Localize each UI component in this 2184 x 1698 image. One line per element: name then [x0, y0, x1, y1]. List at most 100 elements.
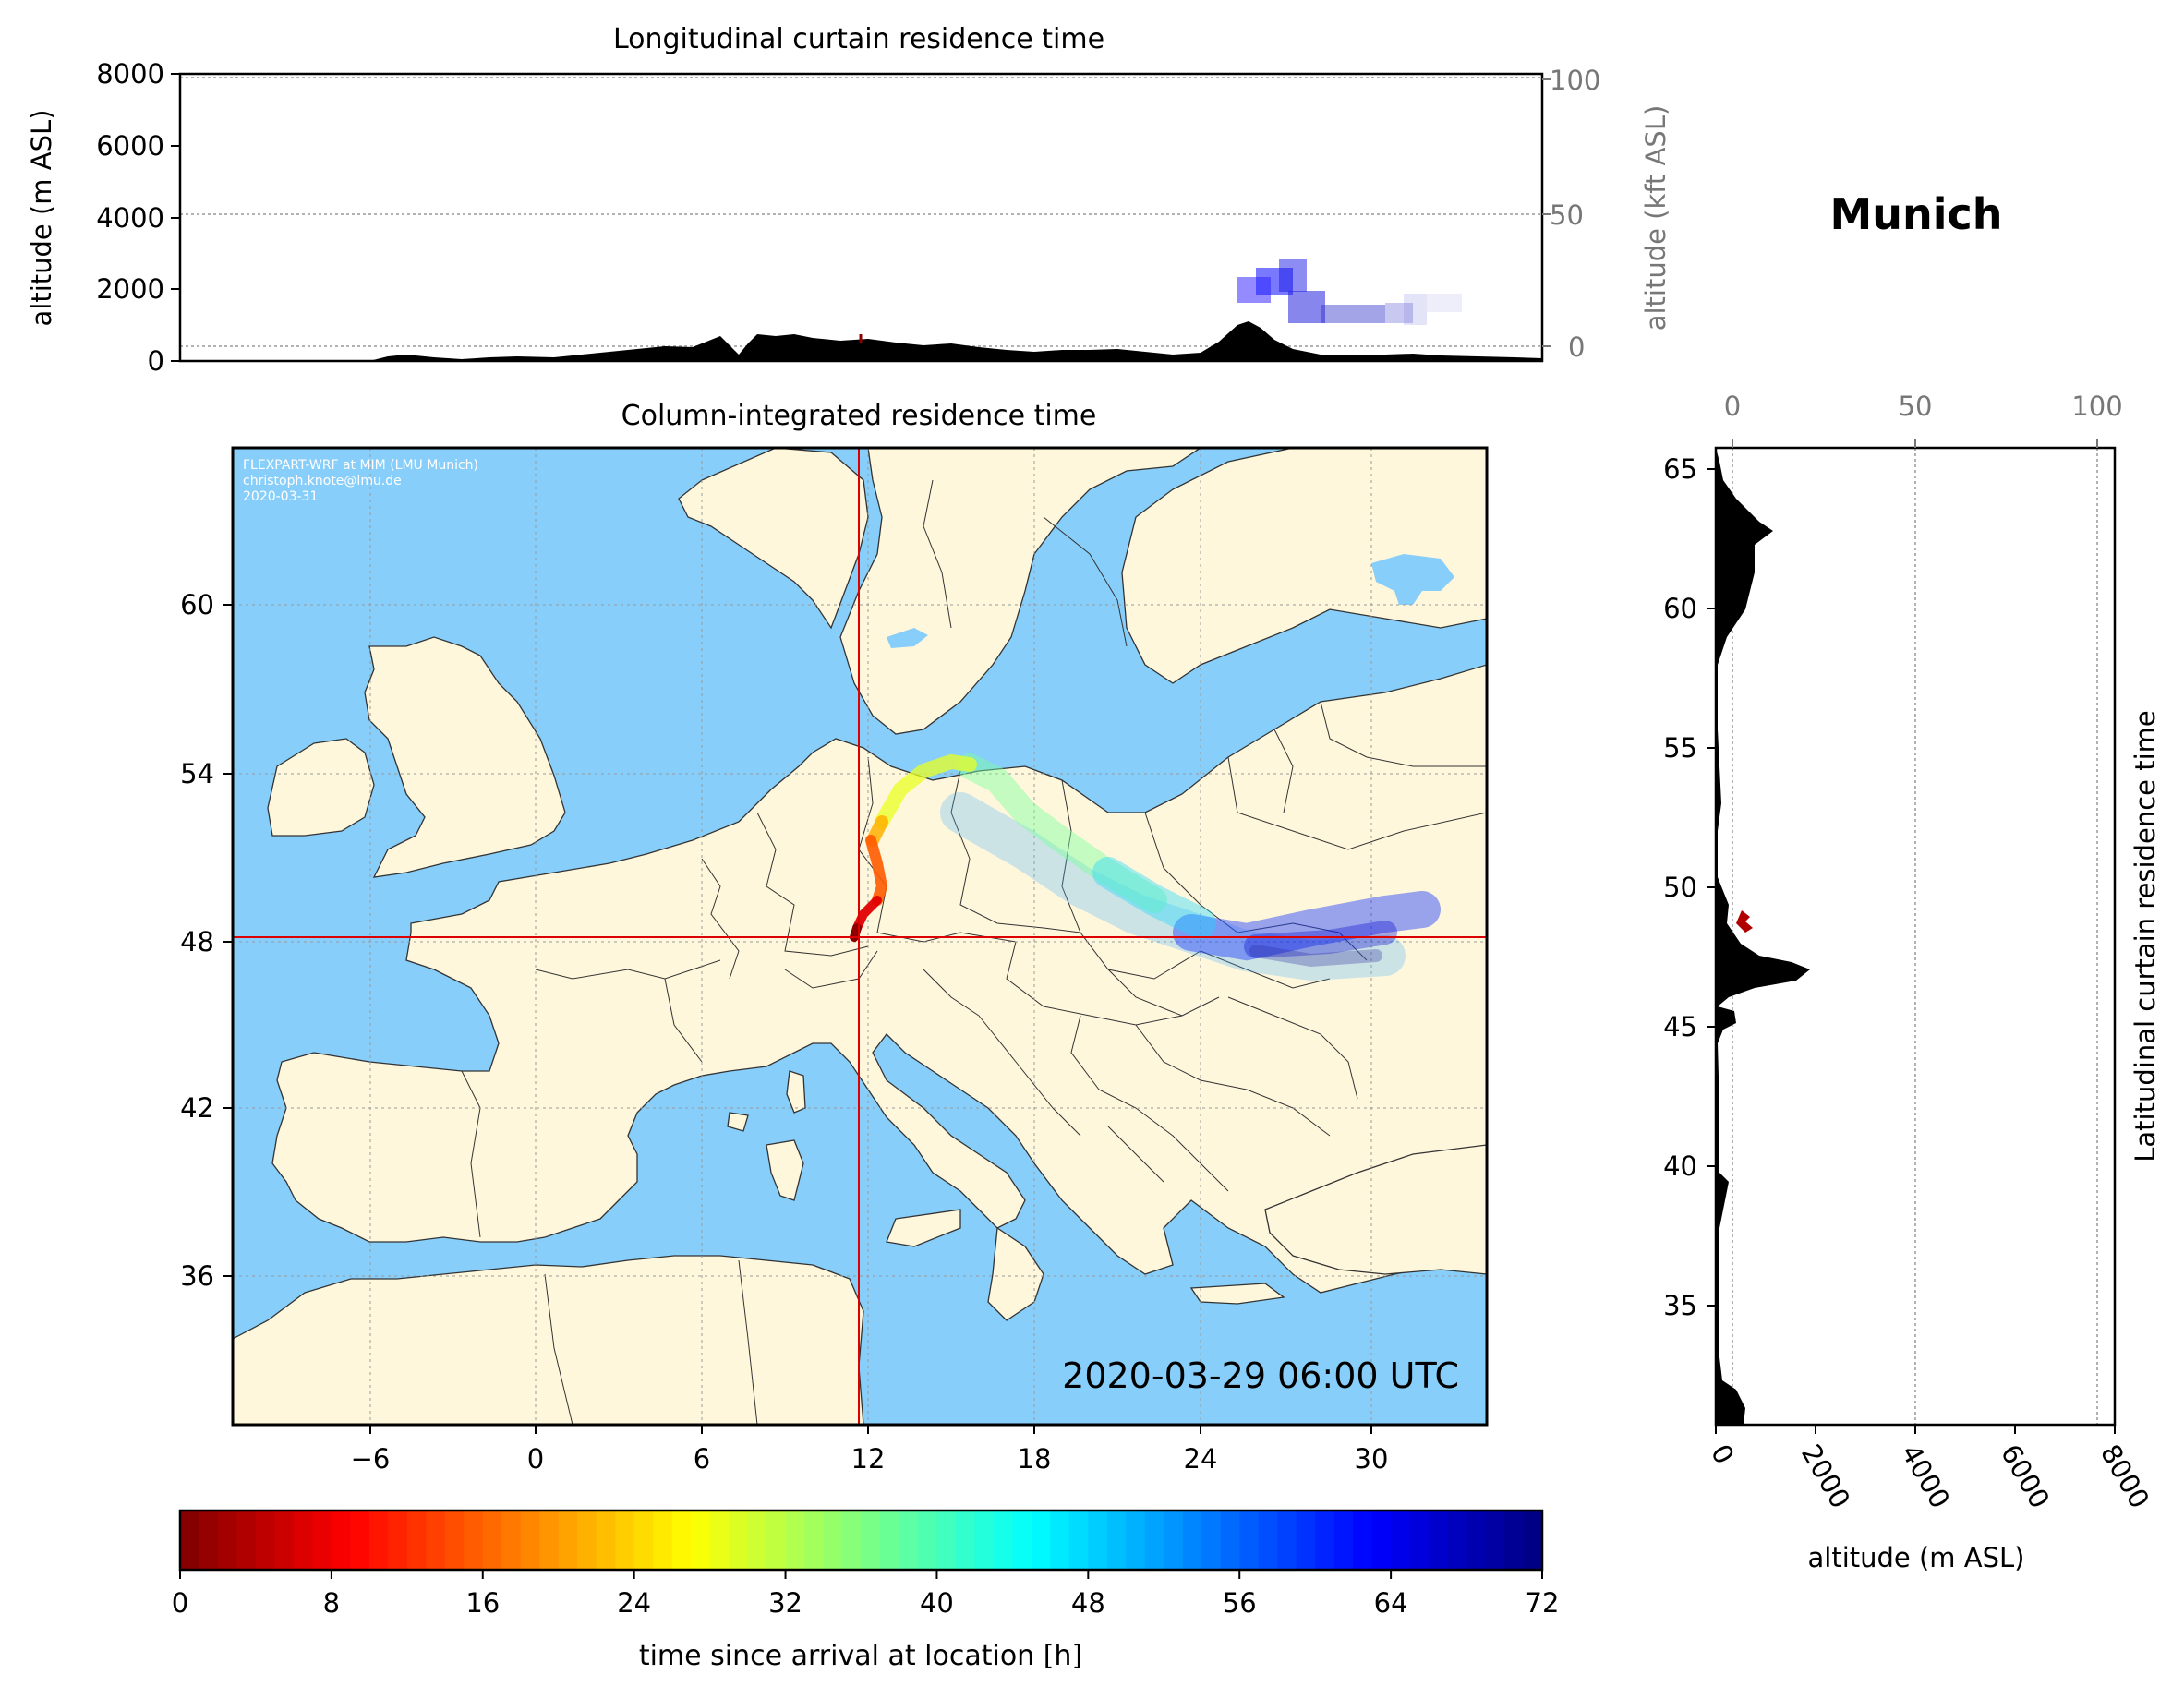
- colorbar-tick-label: 16: [465, 1587, 500, 1619]
- side-xtick2-label: 50: [1899, 391, 1933, 422]
- colorbar-cell: [974, 1511, 995, 1570]
- map-panel-title: Column-integrated residence time: [621, 400, 1097, 432]
- colorbar-cell: [539, 1511, 560, 1570]
- colorbar-cell: [426, 1511, 446, 1570]
- colorbar-cell: [501, 1511, 522, 1570]
- colorbar-cell: [520, 1511, 540, 1570]
- lake-vanern: [887, 628, 928, 648]
- colorbar-cell: [293, 1511, 314, 1570]
- colorbar-label: time since arrival at location [h]: [639, 1640, 1082, 1672]
- colorbar-cell: [464, 1511, 484, 1570]
- map-panel: Column-integrated residence time: [180, 400, 1489, 1475]
- colorbar-tick-label: 48: [1071, 1587, 1105, 1619]
- colorbar-tick-label: 24: [617, 1587, 651, 1619]
- colorbar-cell: [1429, 1511, 1449, 1570]
- map-xtick-label: −6: [351, 1443, 391, 1475]
- colorbar-cell: [633, 1511, 654, 1570]
- colorbar-cell: [255, 1511, 276, 1570]
- top-yticks-right: 0 50 100: [1542, 65, 1600, 363]
- colorbar-cell: [1447, 1511, 1467, 1570]
- colorbar-cell: [406, 1511, 427, 1570]
- colorbar-tick-label: 0: [172, 1587, 188, 1619]
- latitudinal-curtain-panel: 65 60 55 50 45 40 35 0 50 100 0 2000 400…: [1663, 391, 2161, 1573]
- residence-plume: [850, 753, 1441, 981]
- colorbar-cell: [1144, 1511, 1164, 1570]
- map-ytick-label: 36: [180, 1260, 214, 1292]
- colorbar-cell: [1504, 1511, 1525, 1570]
- colorbar-cell: [1391, 1511, 1411, 1570]
- colorbar-cell: [936, 1511, 957, 1570]
- side-ytick-label: 60: [1663, 593, 1697, 624]
- colorbar-cell: [1258, 1511, 1278, 1570]
- top-ytick-label: 8000: [96, 58, 164, 90]
- colorbar-cell: [879, 1511, 900, 1570]
- map-credit-line: FLEXPART-WRF at MIM (LMU Munich): [243, 458, 478, 473]
- colorbar-cell: [1068, 1511, 1089, 1570]
- map-xtick-label: 30: [1355, 1443, 1389, 1475]
- colorbar-cell: [955, 1511, 976, 1570]
- map-ytick-label: 60: [180, 589, 214, 620]
- top-residence-cloud: [1237, 259, 1462, 325]
- colorbar-cell: [823, 1511, 843, 1570]
- top-ytick-label: 4000: [96, 202, 164, 234]
- colorbar-cell: [1353, 1511, 1373, 1570]
- colorbar-cell: [1164, 1511, 1184, 1570]
- colorbar-cell: [350, 1511, 370, 1570]
- colorbar-cell: [1201, 1511, 1222, 1570]
- colorbar-cell: [917, 1511, 938, 1570]
- colorbar-cell: [558, 1511, 578, 1570]
- colorbar-cell: [577, 1511, 597, 1570]
- map-xticks: −6 0 6 12 18 24 30: [351, 1425, 1389, 1475]
- top-ylabel-right: altitude (kft ASL): [1640, 105, 1671, 331]
- colorbar-cell: [199, 1511, 219, 1570]
- map-credit: FLEXPART-WRF at MIM (LMU Munich) christo…: [243, 458, 478, 504]
- colorbar-tick-label: 40: [920, 1587, 954, 1619]
- colorbar-cell: [1333, 1511, 1354, 1570]
- colorbar-cell: [1466, 1511, 1487, 1570]
- colorbar-cell: [1182, 1511, 1202, 1570]
- map-credit-line: 2020-03-31: [243, 489, 318, 504]
- land: [233, 448, 1487, 1425]
- colorbar-cell: [747, 1511, 767, 1570]
- colorbar: 0 8 16 24 32 40 48 56 64 72 time since arrival at…: [172, 1509, 1559, 1672]
- side-xtick2-label: 0: [1724, 391, 1741, 422]
- top-ytick2-label: 100: [1550, 65, 1600, 96]
- top-ytick2-label: 50: [1550, 199, 1584, 231]
- map-xtick-label: 24: [1184, 1443, 1218, 1475]
- colorbar-cell: [1296, 1511, 1316, 1570]
- colorbar-cell: [1315, 1511, 1335, 1570]
- top-panel-title: Longitudinal curtain residence time: [613, 23, 1104, 55]
- map-xtick-label: 0: [527, 1443, 544, 1475]
- side-xticks-bottom: 0 2000 4000 6000 8000: [1705, 1425, 2155, 1513]
- colorbar-cell: [861, 1511, 881, 1570]
- map-xtick-label: 12: [851, 1443, 886, 1475]
- side-ytick-label: 40: [1663, 1150, 1697, 1182]
- colorbar-cell: [312, 1511, 332, 1570]
- top-ylabel: altitude (m ASL): [26, 110, 57, 327]
- side-terrain-profile: [1716, 448, 1810, 1425]
- side-xtick2-label: 100: [2071, 391, 2122, 422]
- map-ytick-label: 48: [180, 926, 214, 957]
- side-ytick-label: 45: [1663, 1011, 1697, 1042]
- location-title: Munich: [1829, 189, 2002, 239]
- side-ylabel: Latitudinal curtain residence time: [2130, 710, 2161, 1162]
- map-xtick-label: 18: [1018, 1443, 1052, 1475]
- colorbar-cell: [1088, 1511, 1108, 1570]
- map-ytick-label: 42: [180, 1092, 214, 1124]
- colorbar-cell: [368, 1511, 389, 1570]
- colorbar-cell: [1409, 1511, 1430, 1570]
- colorbar-cell: [804, 1511, 825, 1570]
- colorbar-cell: [993, 1511, 1013, 1570]
- colorbar-cell: [180, 1511, 200, 1570]
- map-xtick-label: 6: [694, 1443, 710, 1475]
- side-xtick-label: 8000: [2094, 1439, 2155, 1514]
- side-xtick-label: 6000: [1995, 1439, 2056, 1514]
- colorbar-cell: [1126, 1511, 1146, 1570]
- colorbar-cell: [596, 1511, 616, 1570]
- colorbar-cell: [1031, 1511, 1051, 1570]
- colorbar-cell: [1523, 1511, 1543, 1570]
- colorbar-tick-label: 64: [1374, 1587, 1408, 1619]
- colorbar-tick-label: 56: [1223, 1587, 1257, 1619]
- colorbar-cell: [482, 1511, 502, 1570]
- side-ytick-label: 55: [1663, 732, 1697, 764]
